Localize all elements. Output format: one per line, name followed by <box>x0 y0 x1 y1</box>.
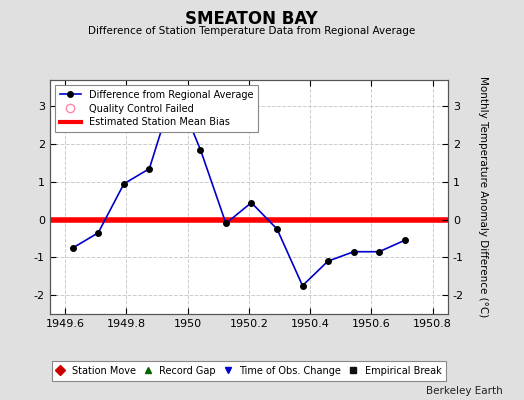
Text: SMEATON BAY: SMEATON BAY <box>185 10 318 28</box>
Text: Difference of Station Temperature Data from Regional Average: Difference of Station Temperature Data f… <box>88 26 415 36</box>
Y-axis label: Monthly Temperature Anomaly Difference (°C): Monthly Temperature Anomaly Difference (… <box>478 76 488 318</box>
Legend: Station Move, Record Gap, Time of Obs. Change, Empirical Break: Station Move, Record Gap, Time of Obs. C… <box>52 361 446 380</box>
Text: Berkeley Earth: Berkeley Earth <box>427 386 503 396</box>
